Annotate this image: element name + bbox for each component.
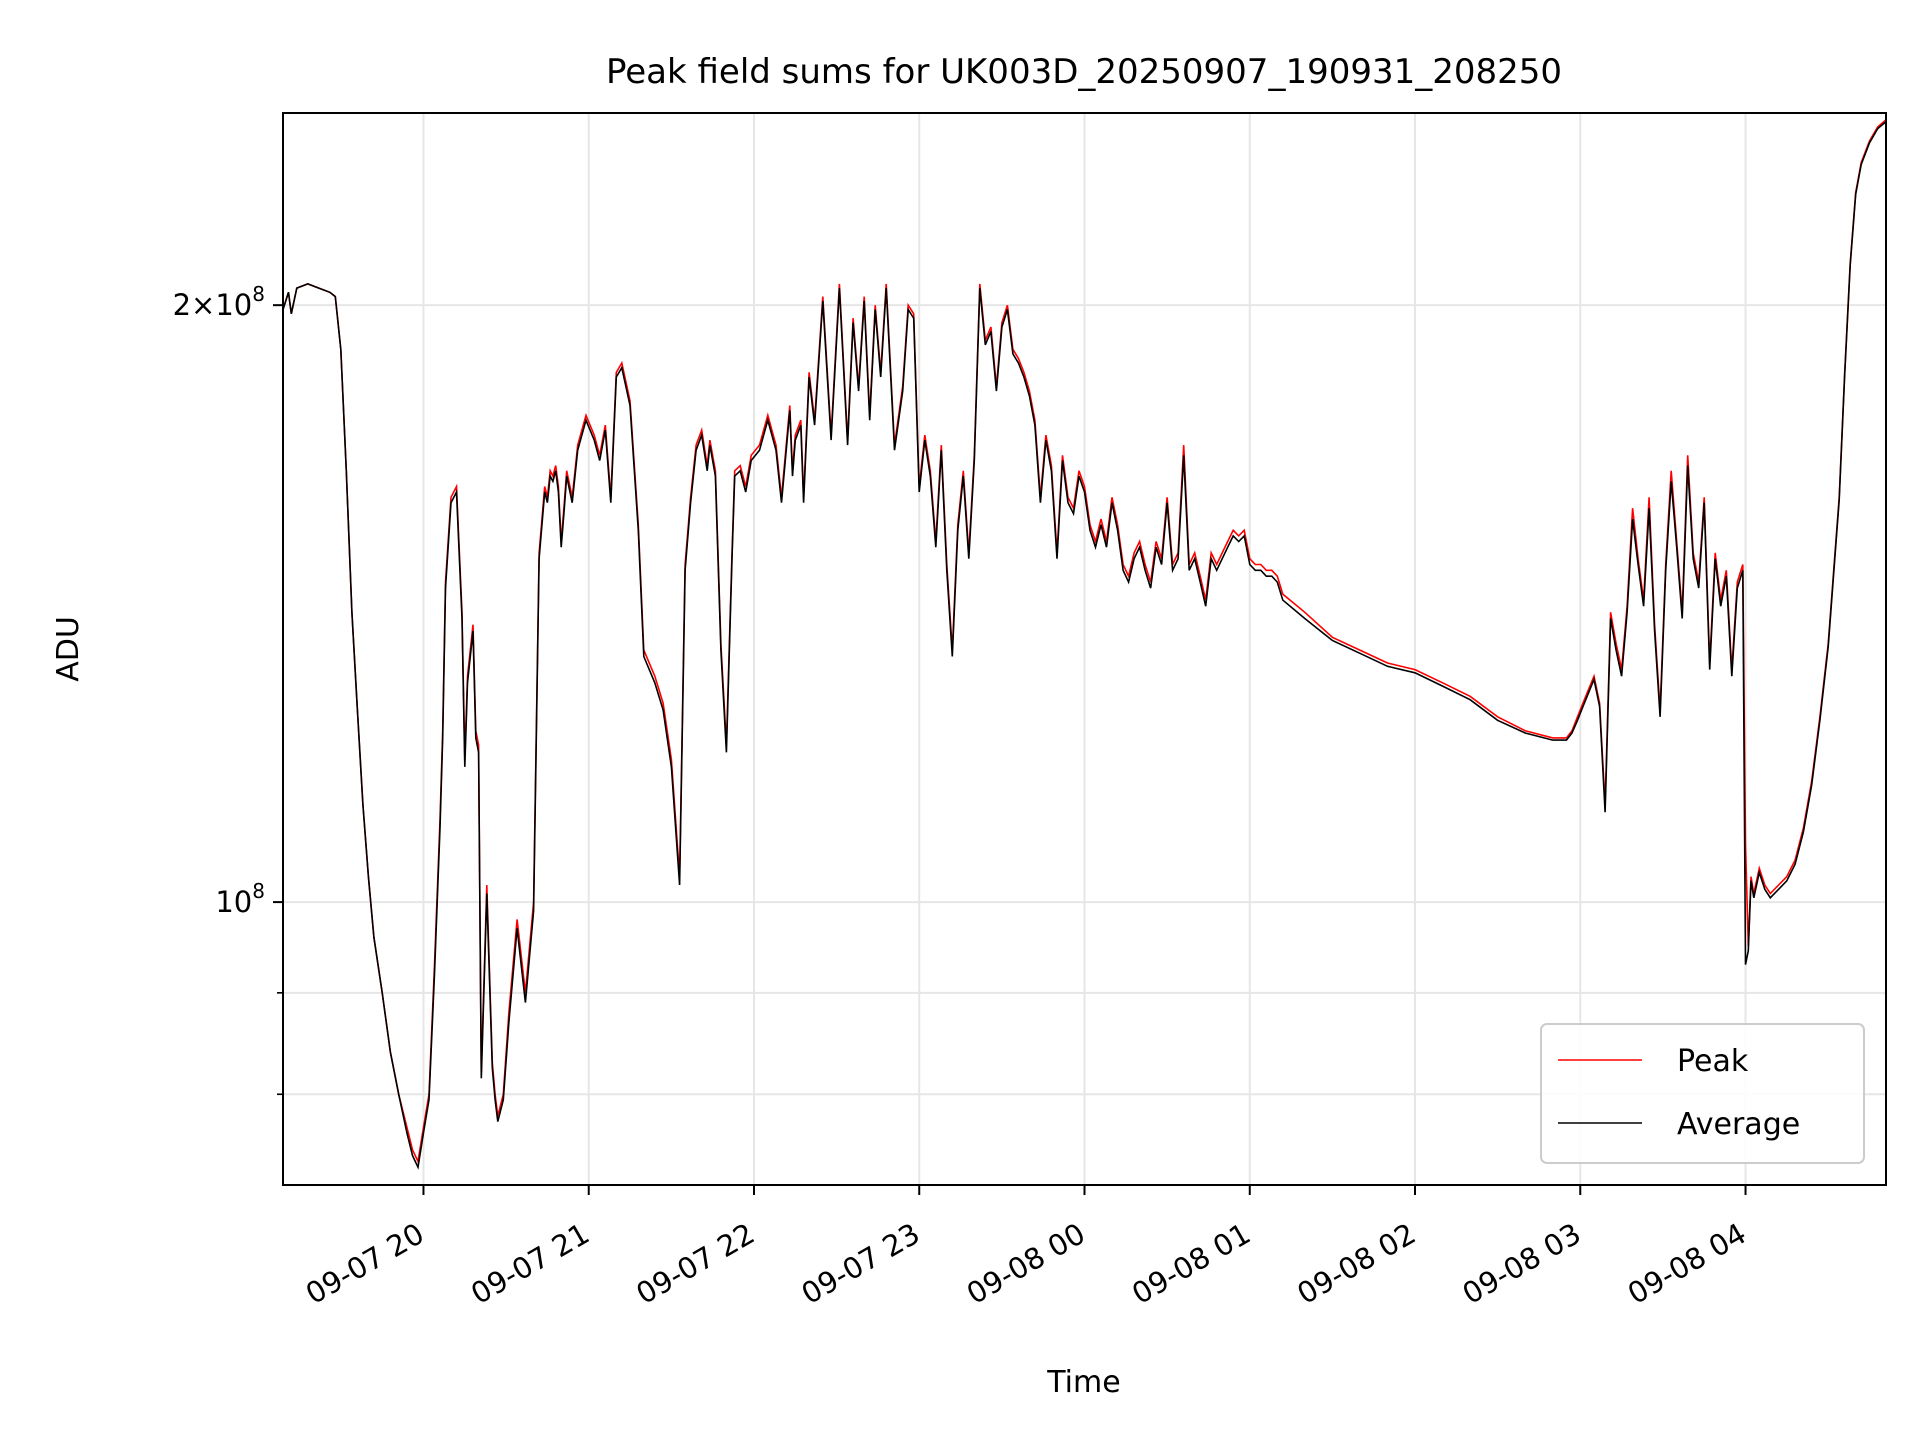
y-axis: 108 2×108 <box>173 282 283 1096</box>
series-average-line <box>282 121 1887 1170</box>
y-tick-label: 108 <box>215 879 265 919</box>
plot-area <box>282 119 1887 1170</box>
legend: Peak Average <box>1540 1023 1865 1164</box>
chart-title: Peak field sums for UK003D_20250907_1909… <box>606 52 1562 92</box>
grid-lines <box>283 113 1886 1185</box>
legend-box <box>1540 1023 1865 1164</box>
y-tick-label: 2×108 <box>173 282 265 322</box>
legend-peak-label: Peak <box>1677 1044 1749 1079</box>
y-axis-label: ADU <box>51 616 86 682</box>
x-axis-label: Time <box>1046 1365 1120 1400</box>
legend-average-label: Average <box>1677 1107 1800 1142</box>
